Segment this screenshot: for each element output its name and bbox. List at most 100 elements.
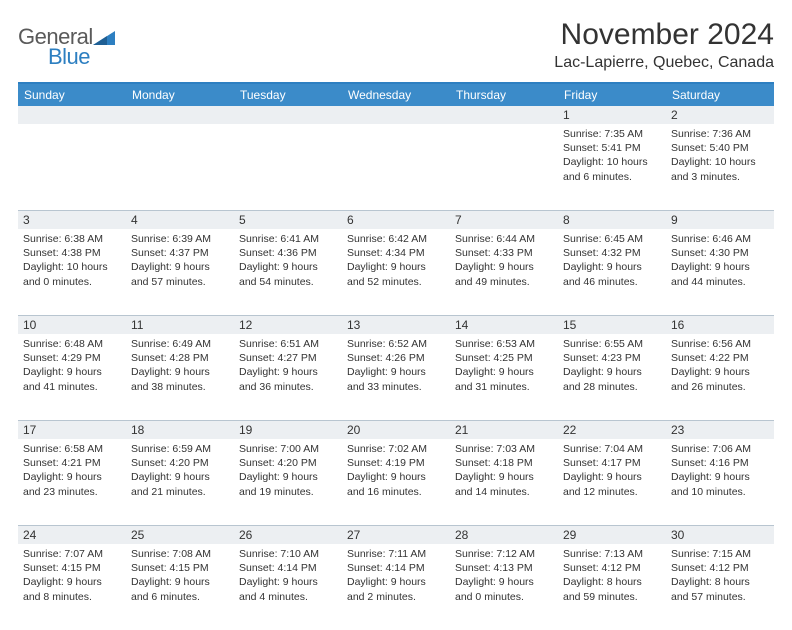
- sunset-text: Sunset: 4:20 PM: [239, 456, 337, 470]
- calendar-day: Sunrise: 7:00 AMSunset: 4:20 PMDaylight:…: [234, 439, 342, 525]
- calendar-day: Sunrise: 7:13 AMSunset: 4:12 PMDaylight:…: [558, 544, 666, 630]
- calendar-day: [18, 124, 126, 210]
- daylight-text-1: Daylight: 10 hours: [671, 155, 769, 169]
- daylight-text-1: Daylight: 9 hours: [239, 575, 337, 589]
- day-info: Sunrise: 7:15 AMSunset: 4:12 PMDaylight:…: [671, 547, 769, 604]
- calendar-day: Sunrise: 7:11 AMSunset: 4:14 PMDaylight:…: [342, 544, 450, 630]
- calendar-day: [342, 124, 450, 210]
- daylight-text-2: and 54 minutes.: [239, 275, 337, 289]
- day-number: 30: [666, 526, 774, 544]
- calendar-day: Sunrise: 6:46 AMSunset: 4:30 PMDaylight:…: [666, 229, 774, 315]
- weekday-header: Tuesday: [234, 84, 342, 106]
- daynum-row: 17181920212223: [18, 420, 774, 439]
- sunrise-text: Sunrise: 6:42 AM: [347, 232, 445, 246]
- brand-logo: General Blue: [18, 24, 115, 70]
- sunrise-text: Sunrise: 7:04 AM: [563, 442, 661, 456]
- day-info: Sunrise: 6:53 AMSunset: 4:25 PMDaylight:…: [455, 337, 553, 394]
- weekday-header: Thursday: [450, 84, 558, 106]
- day-number: [18, 106, 126, 124]
- sunset-text: Sunset: 5:40 PM: [671, 141, 769, 155]
- daylight-text-1: Daylight: 9 hours: [131, 575, 229, 589]
- title-block: November 2024 Lac-Lapierre, Quebec, Cana…: [554, 18, 774, 72]
- page-title: November 2024: [554, 18, 774, 52]
- day-number: 19: [234, 421, 342, 439]
- daylight-text-2: and 23 minutes.: [23, 485, 121, 499]
- calendar-day: Sunrise: 7:35 AMSunset: 5:41 PMDaylight:…: [558, 124, 666, 210]
- daylight-text-2: and 33 minutes.: [347, 380, 445, 394]
- daylight-text-1: Daylight: 9 hours: [347, 365, 445, 379]
- calendar-day: Sunrise: 6:48 AMSunset: 4:29 PMDaylight:…: [18, 334, 126, 420]
- daynum-row: 12: [18, 106, 774, 124]
- sunrise-text: Sunrise: 6:58 AM: [23, 442, 121, 456]
- calendar-day: Sunrise: 7:04 AMSunset: 4:17 PMDaylight:…: [558, 439, 666, 525]
- day-number: 12: [234, 316, 342, 334]
- sunset-text: Sunset: 4:15 PM: [23, 561, 121, 575]
- day-number: 22: [558, 421, 666, 439]
- day-info: Sunrise: 7:03 AMSunset: 4:18 PMDaylight:…: [455, 442, 553, 499]
- day-number: 16: [666, 316, 774, 334]
- daylight-text-1: Daylight: 9 hours: [563, 260, 661, 274]
- daylight-text-2: and 8 minutes.: [23, 590, 121, 604]
- calendar-day: Sunrise: 7:07 AMSunset: 4:15 PMDaylight:…: [18, 544, 126, 630]
- sunrise-text: Sunrise: 7:10 AM: [239, 547, 337, 561]
- weekday-header: Saturday: [666, 84, 774, 106]
- day-number: 24: [18, 526, 126, 544]
- day-number: 14: [450, 316, 558, 334]
- daylight-text-1: Daylight: 9 hours: [347, 470, 445, 484]
- calendar-week: Sunrise: 6:38 AMSunset: 4:38 PMDaylight:…: [18, 229, 774, 315]
- day-info: Sunrise: 6:52 AMSunset: 4:26 PMDaylight:…: [347, 337, 445, 394]
- sunrise-text: Sunrise: 6:38 AM: [23, 232, 121, 246]
- sunset-text: Sunset: 4:13 PM: [455, 561, 553, 575]
- day-number: [126, 106, 234, 124]
- sunset-text: Sunset: 4:22 PM: [671, 351, 769, 365]
- sunrise-text: Sunrise: 7:11 AM: [347, 547, 445, 561]
- calendar-day: Sunrise: 7:03 AMSunset: 4:18 PMDaylight:…: [450, 439, 558, 525]
- daylight-text-2: and 6 minutes.: [563, 170, 661, 184]
- sunset-text: Sunset: 4:33 PM: [455, 246, 553, 260]
- daylight-text-1: Daylight: 9 hours: [671, 260, 769, 274]
- page-header: General Blue November 2024 Lac-Lapierre,…: [18, 18, 774, 72]
- day-info: Sunrise: 6:56 AMSunset: 4:22 PMDaylight:…: [671, 337, 769, 394]
- daylight-text-2: and 2 minutes.: [347, 590, 445, 604]
- calendar-weeks: 12Sunrise: 7:35 AMSunset: 5:41 PMDayligh…: [18, 106, 774, 630]
- day-number: 23: [666, 421, 774, 439]
- brand-triangle-icon: [93, 27, 115, 50]
- weekday-header: Wednesday: [342, 84, 450, 106]
- daylight-text-2: and 52 minutes.: [347, 275, 445, 289]
- page-location: Lac-Lapierre, Quebec, Canada: [554, 54, 774, 72]
- sunset-text: Sunset: 4:36 PM: [239, 246, 337, 260]
- sunset-text: Sunset: 4:17 PM: [563, 456, 661, 470]
- sunset-text: Sunset: 4:26 PM: [347, 351, 445, 365]
- day-number: 10: [18, 316, 126, 334]
- daylight-text-1: Daylight: 9 hours: [239, 470, 337, 484]
- sunrise-text: Sunrise: 7:08 AM: [131, 547, 229, 561]
- daylight-text-1: Daylight: 9 hours: [347, 575, 445, 589]
- daylight-text-2: and 4 minutes.: [239, 590, 337, 604]
- sunset-text: Sunset: 4:29 PM: [23, 351, 121, 365]
- daylight-text-1: Daylight: 9 hours: [347, 260, 445, 274]
- sunset-text: Sunset: 4:23 PM: [563, 351, 661, 365]
- daylight-text-2: and 10 minutes.: [671, 485, 769, 499]
- daylight-text-2: and 57 minutes.: [131, 275, 229, 289]
- day-number: 5: [234, 211, 342, 229]
- day-info: Sunrise: 7:00 AMSunset: 4:20 PMDaylight:…: [239, 442, 337, 499]
- sunrise-text: Sunrise: 6:53 AM: [455, 337, 553, 351]
- sunrise-text: Sunrise: 6:56 AM: [671, 337, 769, 351]
- sunset-text: Sunset: 4:32 PM: [563, 246, 661, 260]
- calendar-day: Sunrise: 7:10 AMSunset: 4:14 PMDaylight:…: [234, 544, 342, 630]
- sunset-text: Sunset: 5:41 PM: [563, 141, 661, 155]
- day-info: Sunrise: 6:58 AMSunset: 4:21 PMDaylight:…: [23, 442, 121, 499]
- day-number: 18: [126, 421, 234, 439]
- day-info: Sunrise: 7:02 AMSunset: 4:19 PMDaylight:…: [347, 442, 445, 499]
- day-number: 6: [342, 211, 450, 229]
- sunset-text: Sunset: 4:18 PM: [455, 456, 553, 470]
- sunset-text: Sunset: 4:15 PM: [131, 561, 229, 575]
- daylight-text-1: Daylight: 9 hours: [239, 365, 337, 379]
- calendar-day: Sunrise: 7:12 AMSunset: 4:13 PMDaylight:…: [450, 544, 558, 630]
- sunrise-text: Sunrise: 7:06 AM: [671, 442, 769, 456]
- weekday-header: Monday: [126, 84, 234, 106]
- daylight-text-2: and 49 minutes.: [455, 275, 553, 289]
- day-number: 20: [342, 421, 450, 439]
- sunset-text: Sunset: 4:34 PM: [347, 246, 445, 260]
- daylight-text-1: Daylight: 9 hours: [563, 365, 661, 379]
